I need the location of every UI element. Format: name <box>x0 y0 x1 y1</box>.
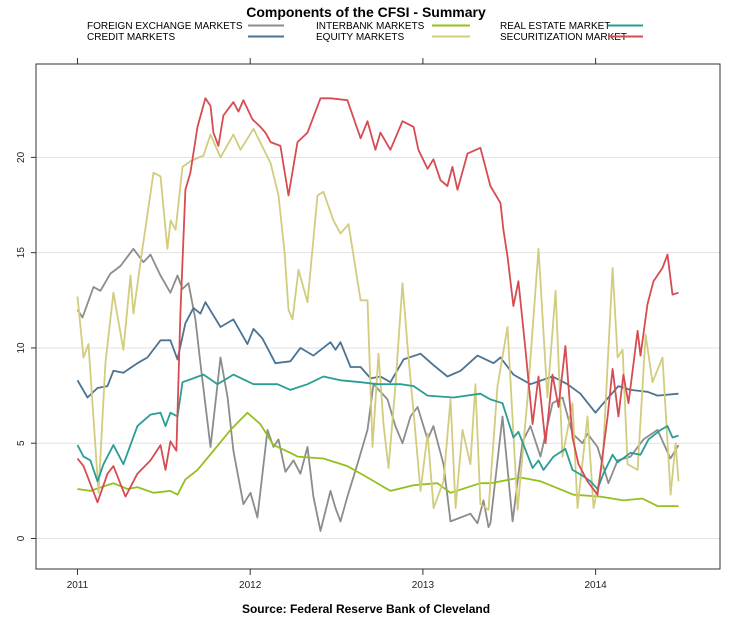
series-lines <box>76 97 680 532</box>
x-tick-label: 2013 <box>412 580 435 591</box>
axes: 0 5 10 15 20 2011 2012 2013 2014 <box>16 58 607 591</box>
x-tick-label: 2011 <box>67 580 89 591</box>
y-tick-label: 20 <box>16 151 27 163</box>
legend-label: REAL ESTATE MARKET <box>500 21 610 32</box>
x-tick-label: 2014 <box>585 580 608 591</box>
series-line-securitization-market <box>76 97 679 504</box>
series-line-foreign-exchange-markets <box>76 247 680 532</box>
y-tick-label: 0 <box>16 535 27 541</box>
series-line-equity-markets <box>76 127 680 511</box>
y-tick-label: 10 <box>16 342 27 354</box>
series-line-real-estate-market <box>76 373 679 490</box>
gridlines <box>36 156 720 540</box>
chart-title: Components of the CFSI - Summary <box>246 4 486 20</box>
legend-label: FOREIGN EXCHANGE MARKETS <box>87 21 243 32</box>
y-tick-label: 5 <box>16 440 27 446</box>
y-tick-label: 15 <box>16 247 27 259</box>
legend-label: EQUITY MARKETS <box>316 32 404 43</box>
series-line-interbank-markets <box>77 411 679 507</box>
x-tick-label: 2012 <box>239 580 262 591</box>
source-caption: Source: Federal Reserve Bank of Clevelan… <box>242 602 490 616</box>
plot-frame <box>35 63 721 570</box>
legend-label: INTERBANK MARKETS <box>316 21 425 32</box>
legend-label: CREDIT MARKETS <box>87 32 175 43</box>
legend-label: SECURITIZATION MARKET <box>500 32 627 43</box>
